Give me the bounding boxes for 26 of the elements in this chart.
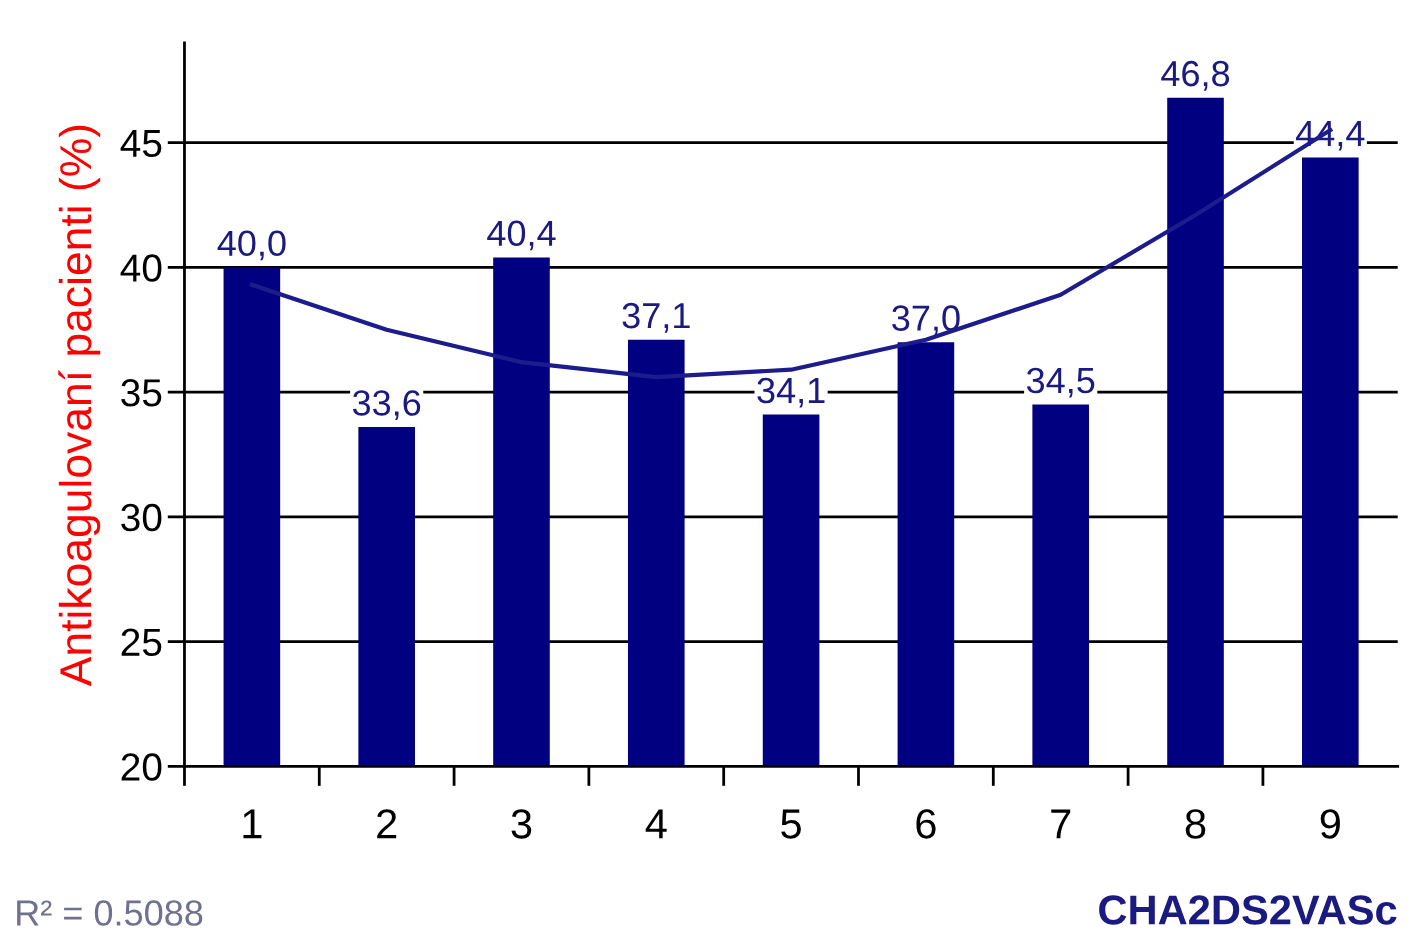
y-axis-title: Antikoagulovaní pacienti (%) bbox=[58, 125, 101, 687]
y-tick-label: 30 bbox=[121, 503, 162, 532]
x-tick-label: 5 bbox=[781, 809, 801, 839]
text: R² = 0.5088 bbox=[17, 900, 203, 926]
data-label: 34,1 bbox=[757, 377, 825, 408]
x-tick-label: 9 bbox=[1320, 809, 1340, 839]
y-tick-label: 20 bbox=[121, 753, 162, 781]
data-label: 40,4 bbox=[487, 220, 556, 251]
data-label: 46,8 bbox=[1161, 60, 1230, 91]
data-label: 33,6 bbox=[352, 390, 421, 421]
y-tick-label: 40 bbox=[120, 254, 162, 282]
x-tick-label: 1 bbox=[243, 809, 262, 839]
y-tick-label: 35 bbox=[121, 379, 162, 407]
x-tick-label: 4 bbox=[645, 809, 667, 839]
y-tick-label: 45 bbox=[120, 129, 162, 158]
x-tick-label: 8 bbox=[1185, 809, 1206, 839]
x-axis-title: CHA2DS2VASc bbox=[1099, 895, 1397, 925]
data-label: 37,1 bbox=[622, 302, 690, 333]
x-tick-label: 7 bbox=[1051, 809, 1071, 839]
x-tick-label: 6 bbox=[916, 809, 936, 839]
x-tick-label: 3 bbox=[511, 809, 532, 839]
y-tick-label: 25 bbox=[121, 628, 162, 657]
data-label: 34,5 bbox=[1026, 367, 1095, 398]
x-tick-label: 2 bbox=[377, 809, 397, 839]
data-label: 40,0 bbox=[217, 230, 286, 261]
data-label: 37,0 bbox=[892, 305, 960, 336]
